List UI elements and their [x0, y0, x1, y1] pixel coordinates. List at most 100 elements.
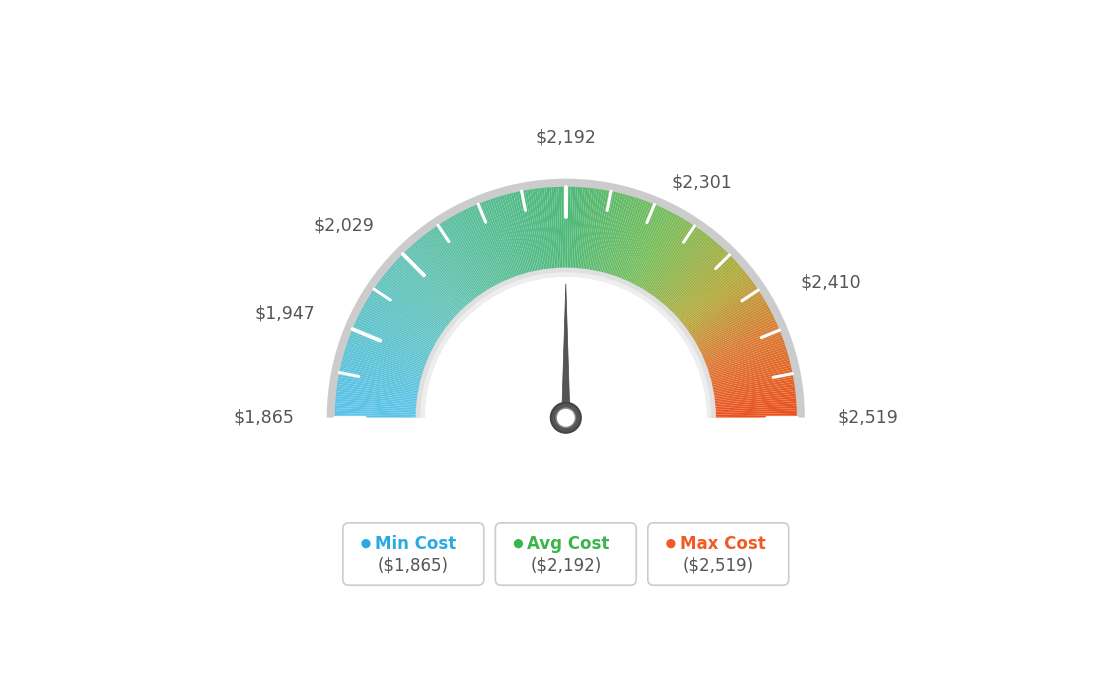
- Wedge shape: [651, 233, 705, 304]
- Wedge shape: [604, 195, 630, 280]
- Wedge shape: [349, 337, 432, 369]
- Wedge shape: [668, 256, 733, 319]
- Text: $1,947: $1,947: [254, 304, 315, 323]
- Wedge shape: [677, 273, 746, 329]
- Wedge shape: [599, 193, 624, 279]
- Wedge shape: [378, 282, 450, 335]
- Wedge shape: [352, 328, 434, 364]
- Wedge shape: [432, 228, 484, 301]
- Wedge shape: [361, 308, 439, 351]
- Wedge shape: [709, 411, 797, 415]
- Wedge shape: [335, 413, 423, 416]
- Wedge shape: [363, 304, 440, 348]
- Wedge shape: [704, 363, 790, 385]
- Wedge shape: [337, 384, 424, 398]
- Wedge shape: [394, 262, 460, 322]
- Wedge shape: [411, 244, 471, 311]
- Wedge shape: [343, 353, 428, 380]
- Wedge shape: [655, 237, 711, 306]
- Wedge shape: [603, 195, 628, 280]
- Wedge shape: [693, 313, 773, 354]
- Wedge shape: [341, 363, 427, 385]
- Wedge shape: [338, 380, 425, 395]
- Wedge shape: [686, 290, 760, 339]
- Wedge shape: [688, 298, 765, 345]
- Wedge shape: [488, 199, 519, 283]
- Wedge shape: [626, 208, 665, 288]
- Wedge shape: [534, 188, 548, 276]
- Wedge shape: [357, 317, 437, 357]
- Wedge shape: [492, 198, 521, 282]
- Wedge shape: [597, 193, 618, 278]
- Wedge shape: [393, 263, 459, 323]
- Wedge shape: [342, 358, 427, 382]
- Wedge shape: [676, 268, 744, 326]
- Wedge shape: [381, 278, 452, 333]
- FancyBboxPatch shape: [496, 523, 636, 585]
- Wedge shape: [556, 187, 561, 275]
- Wedge shape: [561, 187, 564, 275]
- Wedge shape: [575, 187, 583, 275]
- Text: $1,865: $1,865: [234, 408, 295, 426]
- Wedge shape: [708, 386, 795, 400]
- Wedge shape: [372, 290, 446, 339]
- Wedge shape: [696, 319, 776, 358]
- Wedge shape: [708, 384, 795, 398]
- Wedge shape: [664, 249, 725, 315]
- Text: Min Cost: Min Cost: [374, 535, 456, 553]
- Wedge shape: [336, 403, 423, 411]
- Text: $2,410: $2,410: [800, 273, 861, 291]
- Wedge shape: [669, 258, 734, 319]
- Circle shape: [667, 539, 676, 549]
- Wedge shape: [606, 196, 633, 281]
- Wedge shape: [416, 239, 475, 308]
- Wedge shape: [391, 265, 458, 324]
- Wedge shape: [336, 393, 423, 404]
- Wedge shape: [580, 188, 590, 275]
- Wedge shape: [680, 278, 751, 333]
- Wedge shape: [350, 333, 433, 366]
- FancyBboxPatch shape: [343, 523, 484, 585]
- Text: $2,192: $2,192: [535, 128, 596, 146]
- Wedge shape: [709, 393, 796, 404]
- Wedge shape: [336, 391, 424, 403]
- Wedge shape: [347, 344, 431, 373]
- Wedge shape: [385, 273, 455, 329]
- Wedge shape: [661, 246, 722, 313]
- Wedge shape: [353, 326, 434, 362]
- Wedge shape: [339, 372, 425, 391]
- Wedge shape: [516, 192, 537, 278]
- Wedge shape: [681, 280, 753, 333]
- Wedge shape: [537, 188, 550, 276]
- Wedge shape: [581, 188, 593, 275]
- Wedge shape: [501, 195, 528, 280]
- Wedge shape: [646, 227, 698, 300]
- Wedge shape: [582, 188, 595, 276]
- Wedge shape: [584, 188, 597, 276]
- Wedge shape: [342, 355, 428, 381]
- Wedge shape: [702, 348, 787, 376]
- Wedge shape: [499, 196, 526, 281]
- Wedge shape: [358, 315, 437, 355]
- Wedge shape: [673, 265, 741, 324]
- Wedge shape: [413, 243, 473, 310]
- Wedge shape: [670, 259, 736, 321]
- Wedge shape: [520, 191, 539, 277]
- Wedge shape: [707, 372, 793, 391]
- Wedge shape: [395, 259, 461, 321]
- Wedge shape: [703, 355, 789, 381]
- Wedge shape: [495, 197, 523, 282]
- Wedge shape: [636, 217, 681, 294]
- Wedge shape: [354, 322, 436, 359]
- Wedge shape: [709, 401, 796, 408]
- Wedge shape: [704, 358, 789, 382]
- Wedge shape: [627, 209, 667, 289]
- Wedge shape: [440, 223, 489, 297]
- Wedge shape: [344, 348, 429, 376]
- Wedge shape: [513, 193, 534, 278]
- Wedge shape: [369, 296, 444, 344]
- Text: ($2,192): ($2,192): [530, 557, 602, 575]
- Wedge shape: [650, 231, 703, 303]
- Wedge shape: [652, 234, 708, 304]
- Wedge shape: [382, 276, 453, 331]
